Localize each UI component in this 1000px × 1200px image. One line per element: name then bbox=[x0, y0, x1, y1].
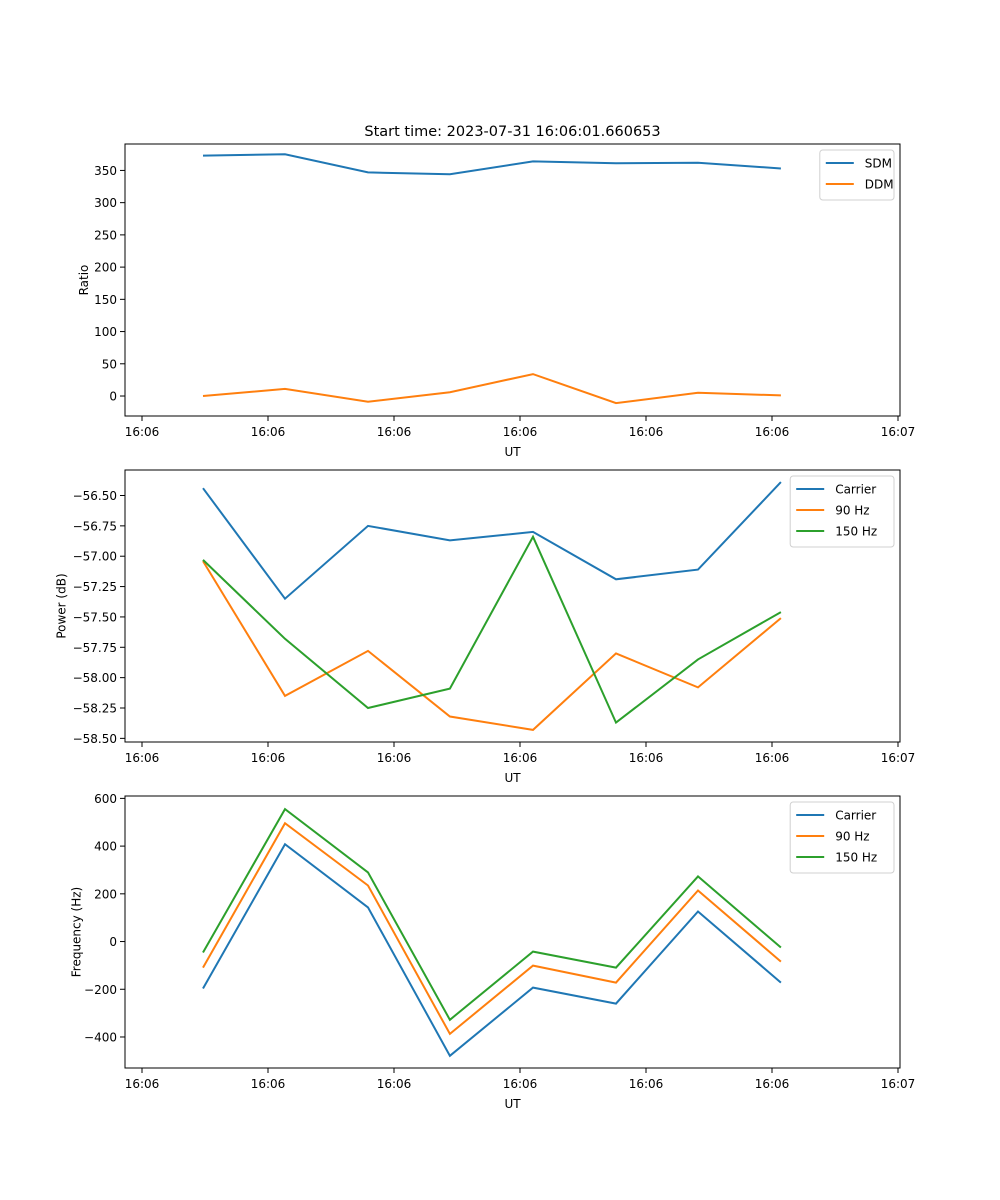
x-tick-label: 16:06 bbox=[503, 425, 538, 439]
x-tick-label: 16:06 bbox=[755, 1077, 790, 1091]
series-line-150-hz bbox=[202, 807, 782, 1022]
y-tick-label: −57.25 bbox=[73, 580, 117, 594]
y-axis-label: Frequency (Hz) bbox=[70, 887, 84, 978]
y-tick-label: −57.75 bbox=[73, 641, 117, 655]
x-tick-label: 16:06 bbox=[503, 751, 538, 765]
y-tick-label: −57.00 bbox=[73, 550, 117, 564]
y-axis-label: Power (dB) bbox=[54, 573, 68, 638]
axes-frame bbox=[124, 143, 901, 417]
y-tick-label: −58.25 bbox=[73, 702, 117, 716]
x-tick-label: 16:06 bbox=[503, 1077, 538, 1091]
chart-title: Start time: 2023-07-31 16:06:01.660653 bbox=[364, 124, 660, 140]
y-tick-label: 100 bbox=[94, 325, 117, 339]
y-tick-label: 250 bbox=[94, 228, 117, 242]
legend-label: 150 Hz bbox=[835, 851, 877, 865]
series-line-150-hz bbox=[202, 534, 782, 725]
y-tick-label: 200 bbox=[94, 887, 117, 901]
y-tick-label: 400 bbox=[94, 840, 117, 854]
y-tick-label: 0 bbox=[109, 935, 117, 949]
x-axis-label: UT bbox=[504, 771, 521, 785]
y-tick-label: 50 bbox=[102, 357, 117, 371]
y-tick-label: 600 bbox=[94, 792, 117, 806]
x-axis-label: UT bbox=[504, 445, 521, 459]
legend-label: Carrier bbox=[835, 483, 876, 497]
x-tick-label: 16:06 bbox=[125, 751, 160, 765]
y-axis-label: Ratio bbox=[77, 265, 91, 296]
x-tick-label: 16:06 bbox=[377, 1077, 412, 1091]
y-tick-label: −58.00 bbox=[73, 671, 117, 685]
legend-box bbox=[789, 801, 895, 874]
y-tick-label: −58.50 bbox=[73, 732, 117, 746]
x-tick-label: 16:06 bbox=[755, 751, 790, 765]
chart-panel-3: 16:06 16:06 16:06 16:06 16:06 16:06 16:07 UT −40… bbox=[70, 792, 916, 1111]
x-tick-label: 16:07 bbox=[881, 751, 916, 765]
legend-label: DDM bbox=[865, 178, 894, 192]
y-tick-label: 350 bbox=[94, 164, 117, 178]
series-line-sdm bbox=[202, 153, 781, 176]
x-tick-label: 16:06 bbox=[629, 425, 664, 439]
y-tick-label: 0 bbox=[109, 390, 117, 404]
plot-area bbox=[125, 796, 900, 1068]
x-tick-label: 16:06 bbox=[629, 1077, 664, 1091]
x-tick-label: 16:06 bbox=[125, 425, 160, 439]
chart-panel-1: Start time: 2023-07-31 16:06:01.660653 16… bbox=[77, 124, 915, 459]
y-tick-label: 150 bbox=[94, 293, 117, 307]
x-tick-label: 16:06 bbox=[251, 425, 286, 439]
y-tick-label: −56.50 bbox=[73, 489, 117, 503]
legend-label: Carrier bbox=[835, 809, 876, 823]
legend: Carrier 90 Hz 150 Hz bbox=[789, 801, 895, 874]
series-line-carrier bbox=[202, 842, 782, 1058]
legend-label: SDM bbox=[865, 157, 892, 171]
legend-label: 150 Hz bbox=[835, 525, 877, 539]
x-tick-label: 16:06 bbox=[755, 425, 790, 439]
y-tick-label: −200 bbox=[84, 983, 117, 997]
x-tick-label: 16:07 bbox=[881, 1077, 916, 1091]
legend-box bbox=[789, 475, 895, 548]
y-tick-label: 200 bbox=[94, 261, 117, 275]
x-tick-label: 16:06 bbox=[629, 751, 664, 765]
y-tick-label: −400 bbox=[84, 1030, 117, 1044]
x-tick-label: 16:07 bbox=[881, 425, 916, 439]
x-axis-label: UT bbox=[504, 1097, 521, 1111]
plot-area bbox=[125, 144, 900, 416]
series-line-ddm bbox=[202, 373, 781, 405]
x-tick-label: 16:06 bbox=[125, 1077, 160, 1091]
legend-label: 90 Hz bbox=[835, 504, 869, 518]
x-tick-label: 16:06 bbox=[251, 751, 286, 765]
series-line-90-hz bbox=[202, 560, 782, 731]
y-tick-label: −57.50 bbox=[73, 610, 117, 624]
plot-area bbox=[125, 470, 900, 742]
axes-frame bbox=[124, 469, 901, 743]
x-tick-label: 16:06 bbox=[377, 751, 412, 765]
series-line-carrier bbox=[202, 481, 782, 601]
y-tick-label: 300 bbox=[94, 196, 117, 210]
x-tick-label: 16:06 bbox=[377, 425, 412, 439]
legend: SDM DDM bbox=[819, 149, 895, 201]
chart-panel-2: 16:06 16:06 16:06 16:06 16:06 16:06 16:07 UT −58… bbox=[54, 469, 916, 785]
legend: Carrier 90 Hz 150 Hz bbox=[789, 475, 895, 548]
axes-frame bbox=[124, 795, 901, 1069]
x-tick-label: 16:06 bbox=[251, 1077, 286, 1091]
series-line-90-hz bbox=[202, 821, 782, 1036]
y-tick-label: −56.75 bbox=[73, 519, 117, 533]
legend-label: 90 Hz bbox=[835, 830, 869, 844]
